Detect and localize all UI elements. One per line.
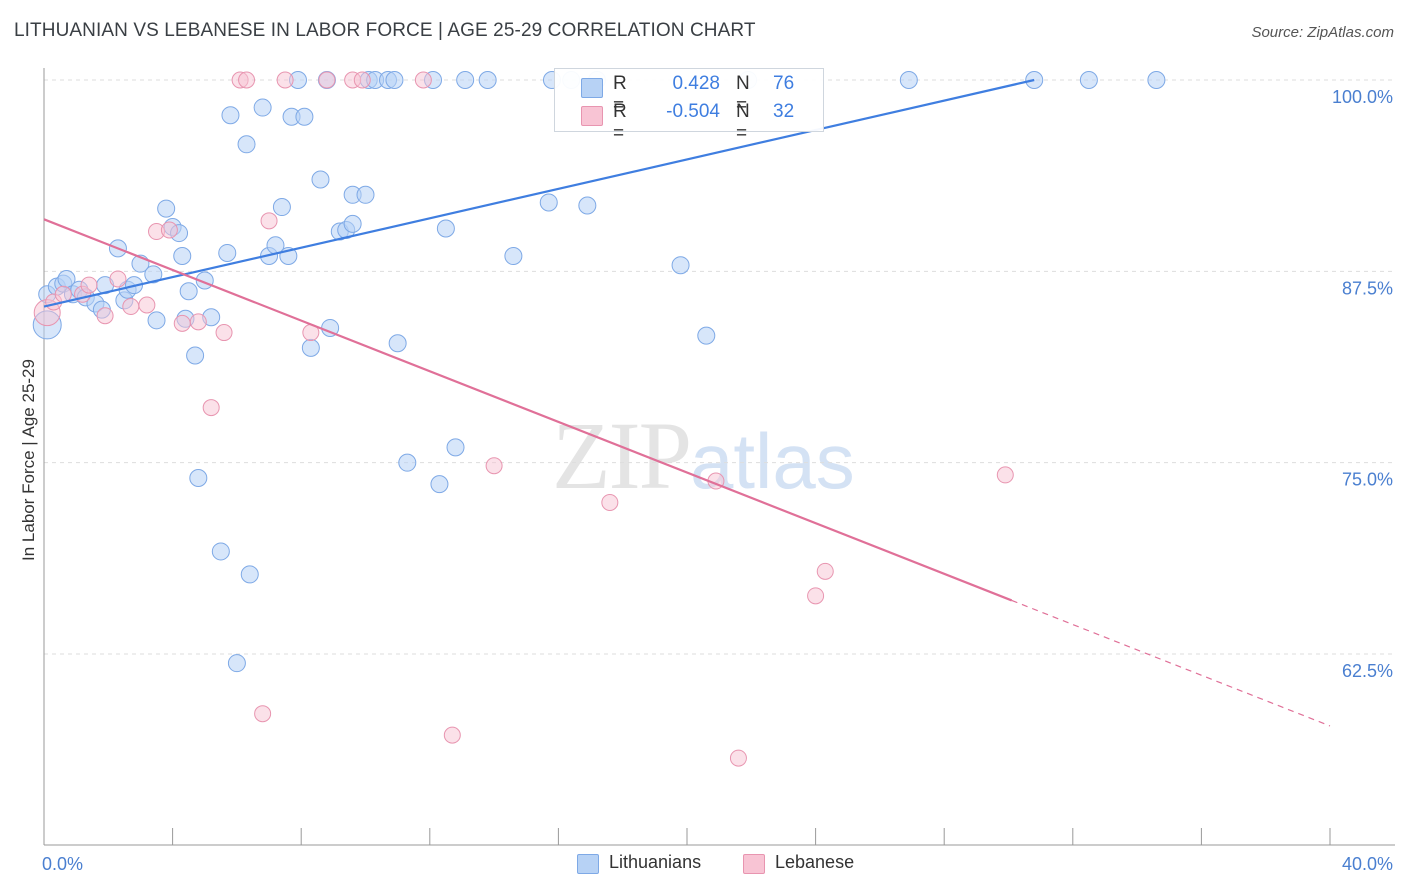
data-point-lebanese <box>729 749 747 767</box>
data-point-lithuanian <box>539 193 558 212</box>
legend-swatch-pink <box>581 106 603 126</box>
data-point-lithuanian <box>173 247 192 266</box>
data-point-lebanese <box>215 324 233 342</box>
y-tick-label: 100.0% <box>1332 87 1393 107</box>
data-point-lithuanian <box>430 475 449 494</box>
y-tick-label: 62.5% <box>1342 661 1393 681</box>
data-point-lithuanian <box>144 265 163 284</box>
correlation-legend: R = 0.428 N = 76 R = -0.504 N = 32 <box>554 68 824 144</box>
data-point-lebanese <box>601 493 619 511</box>
data-point-lebanese <box>122 298 140 316</box>
data-point-lebanese <box>996 466 1014 484</box>
data-point-lebanese <box>238 71 256 89</box>
legend-r-value: 0.428 <box>672 73 720 94</box>
data-point-lebanese <box>109 270 127 288</box>
data-point-lebanese <box>807 587 825 605</box>
lithuanians-points <box>32 71 1166 673</box>
data-point-lithuanian <box>301 338 320 357</box>
watermark: ZIPatlas <box>552 400 855 511</box>
data-point-lithuanian <box>240 565 259 584</box>
data-point-lithuanian <box>295 107 314 126</box>
trend-line-lebanese-extension <box>1011 599 1331 727</box>
data-point-lithuanian <box>186 346 205 365</box>
data-point-lithuanian <box>189 468 208 487</box>
x-tick-label: 40.0% <box>1342 854 1393 874</box>
data-point-lithuanian <box>504 247 523 266</box>
legend-n-label: N = <box>736 101 750 144</box>
data-point-lithuanian <box>697 326 716 345</box>
data-point-lithuanian <box>237 135 256 154</box>
legend-swatch-lithuanians <box>577 854 599 874</box>
data-point-lebanese <box>443 726 461 744</box>
data-point-lebanese <box>414 71 432 89</box>
y-tick-label: 87.5% <box>1342 278 1393 298</box>
data-point-lithuanian <box>157 199 176 218</box>
legend-n-label: N = <box>736 73 750 116</box>
data-point-lebanese <box>353 71 371 89</box>
series-legend: Lithuanians Lebanese <box>0 852 1406 878</box>
data-point-lithuanian <box>388 334 407 353</box>
tick-labels: 62.5% 75.0% 87.5% 100.0% 0.0% 40.0% In Labor F… <box>19 87 1393 874</box>
legend-label-lithuanians: Lithuanians <box>609 852 702 872</box>
legend-n-value: 32 <box>773 101 795 122</box>
trend-line-lithuanians <box>43 78 1035 308</box>
data-point-lithuanian <box>385 71 404 89</box>
data-point-lebanese <box>816 562 834 580</box>
x-tick-label: 0.0% <box>42 854 83 874</box>
trend-line-lebanese <box>43 218 1013 602</box>
data-point-lebanese <box>276 71 294 89</box>
data-point-lithuanian <box>1079 71 1098 89</box>
data-point-lithuanian <box>671 256 690 275</box>
legend-swatch-lebanese <box>743 854 765 874</box>
data-point-lebanese <box>254 705 272 723</box>
data-point-lebanese <box>189 313 207 331</box>
data-point-lebanese <box>318 71 336 89</box>
data-point-lithuanian <box>343 214 362 233</box>
legend-label-lebanese: Lebanese <box>775 852 855 872</box>
data-point-lithuanian <box>446 438 465 457</box>
data-point-lithuanian <box>221 106 240 125</box>
data-point-lebanese <box>138 296 156 314</box>
data-point-lebanese <box>202 399 220 417</box>
legend-r-label: R = <box>613 73 627 116</box>
data-point-lithuanian <box>899 71 918 89</box>
data-point-lebanese <box>260 212 278 230</box>
data-point-lithuanian <box>356 185 375 204</box>
axes <box>43 68 1395 846</box>
data-point-lithuanian <box>272 198 291 217</box>
legend-r-value: -0.504 <box>666 101 720 122</box>
data-point-lebanese <box>485 457 503 475</box>
trend-lines <box>43 78 1331 727</box>
data-point-lithuanian <box>218 243 237 262</box>
data-point-lithuanian <box>436 219 455 238</box>
data-point-lithuanian <box>147 311 166 330</box>
data-point-lithuanian <box>456 71 475 89</box>
data-point-lithuanian <box>578 196 597 215</box>
data-point-lebanese <box>173 314 191 332</box>
chart-title: LITHUANIAN VS LEBANESE IN LABOR FORCE | … <box>14 20 756 41</box>
data-point-lithuanian <box>311 170 330 189</box>
data-point-lithuanian <box>211 542 230 561</box>
source-label: Source: ZipAtlas.com <box>1251 24 1394 41</box>
data-point-lithuanian <box>478 71 497 89</box>
data-point-lithuanian <box>1147 71 1166 89</box>
data-point-lebanese <box>80 276 98 294</box>
data-point-lithuanian <box>253 98 272 117</box>
y-axis-label: In Labor Force | Age 25-29 <box>19 359 38 561</box>
data-point-lithuanian <box>179 282 198 301</box>
watermark-atlas: atlas <box>690 417 855 505</box>
data-point-lebanese <box>96 307 114 325</box>
data-point-lebanese <box>160 221 178 239</box>
y-tick-label: 75.0% <box>1342 470 1393 490</box>
lebanese-points <box>33 71 1014 767</box>
legend-r-label: R = <box>613 101 627 144</box>
legend-n-value: 76 <box>773 73 795 94</box>
data-point-lithuanian <box>227 654 246 673</box>
data-point-lithuanian <box>398 453 417 472</box>
legend-swatch-blue <box>581 78 603 98</box>
watermark-zip: ZIP <box>552 402 692 509</box>
